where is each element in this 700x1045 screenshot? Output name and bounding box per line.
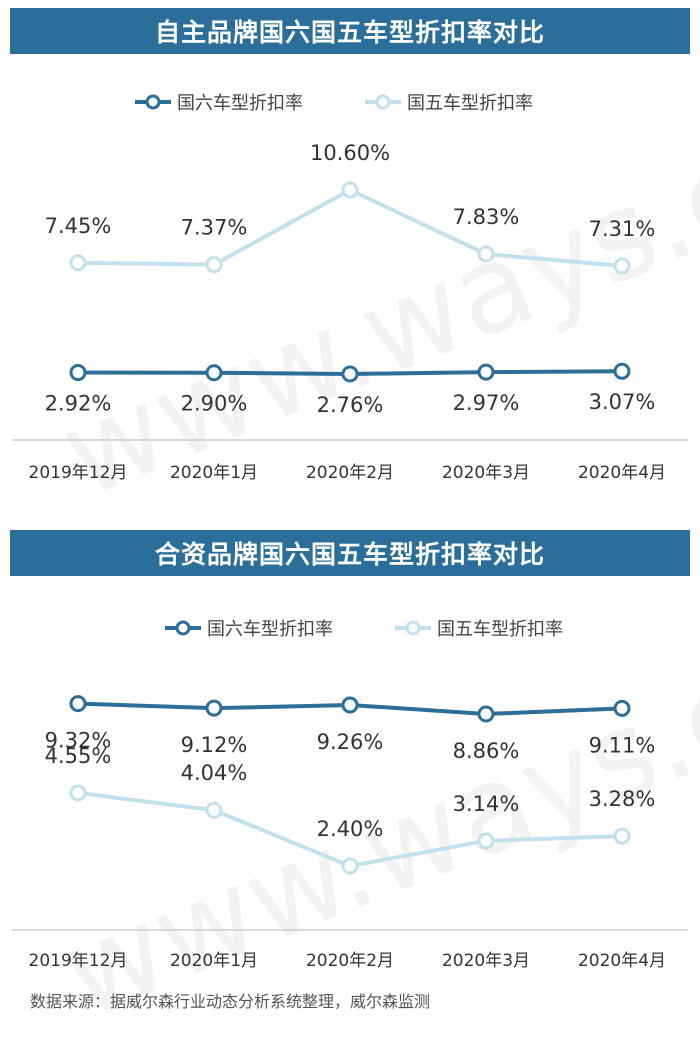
x-tick-label: 2020年4月 bbox=[578, 951, 666, 971]
data-label: 2.90% bbox=[181, 392, 248, 416]
data-point bbox=[613, 362, 631, 380]
data-label: 9.26% bbox=[317, 730, 384, 754]
data-point bbox=[69, 695, 87, 713]
legend-marker bbox=[375, 94, 391, 110]
data-point bbox=[613, 699, 631, 717]
legend-marker bbox=[145, 94, 161, 110]
x-tick-label: 2020年1月 bbox=[170, 463, 258, 483]
data-label: 4.55% bbox=[45, 744, 112, 768]
data-label: 9.12% bbox=[181, 733, 248, 757]
legend-label: 国五车型折扣率 bbox=[407, 93, 533, 114]
data-label: 10.60% bbox=[310, 141, 390, 165]
data-label: 2.40% bbox=[317, 817, 384, 841]
data-label: 3.07% bbox=[589, 390, 656, 414]
data-label: 7.31% bbox=[589, 217, 656, 241]
chart-2: 国六车型折扣率 国五车型折扣率 2019年12月 2020年1月 2020年2月 2020… bbox=[12, 619, 688, 971]
data-point bbox=[341, 857, 359, 875]
legend-label: 国六车型折扣率 bbox=[207, 619, 333, 640]
data-label: 9.11% bbox=[589, 733, 656, 757]
data-label: 9.32% bbox=[45, 729, 112, 753]
data-label: 7.83% bbox=[453, 205, 520, 229]
data-point bbox=[341, 181, 359, 199]
x-tick-label: 2020年4月 bbox=[578, 463, 666, 483]
data-label: 4.04% bbox=[181, 761, 248, 785]
x-tick-label: 2020年2月 bbox=[306, 951, 394, 971]
legend-item: 国六车型折扣率 bbox=[165, 619, 333, 640]
x-tick-label: 2019年12月 bbox=[29, 951, 128, 971]
legend-label: 国六车型折扣率 bbox=[177, 93, 303, 114]
data-point bbox=[205, 256, 223, 274]
x-tick-label: 2020年1月 bbox=[170, 951, 258, 971]
legend-item: 国五车型折扣率 bbox=[365, 93, 533, 114]
data-point bbox=[613, 827, 631, 845]
data-label: 7.37% bbox=[181, 216, 248, 240]
legend-item: 国六车型折扣率 bbox=[135, 93, 303, 114]
x-tick-label: 2020年3月 bbox=[442, 463, 530, 483]
x-tick-label: 2020年2月 bbox=[306, 463, 394, 483]
data-label: 7.45% bbox=[45, 214, 112, 238]
legend-marker bbox=[405, 620, 421, 636]
x-tick-label: 2019年12月 bbox=[29, 463, 128, 483]
data-point bbox=[69, 784, 87, 802]
legend-item: 国五车型折扣率 bbox=[395, 619, 563, 640]
data-label: 2.92% bbox=[45, 392, 112, 416]
data-label: 2.97% bbox=[453, 391, 520, 415]
data-point bbox=[205, 364, 223, 382]
data-point bbox=[477, 832, 495, 850]
series-line bbox=[77, 187, 623, 268]
data-point bbox=[205, 699, 223, 717]
data-label: 3.14% bbox=[453, 792, 520, 816]
chart-1: 国六车型折扣率 国五车型折扣率 2019年12月 2020年1月 2020年2月 2020… bbox=[12, 93, 688, 483]
legend-label: 国五车型折扣率 bbox=[437, 619, 563, 640]
chart-title-banner: 自主品牌国六国五车型折扣率对比 bbox=[10, 8, 690, 54]
data-point bbox=[69, 254, 87, 272]
data-point bbox=[341, 365, 359, 383]
data-point bbox=[69, 364, 87, 382]
data-point bbox=[477, 245, 495, 263]
source-note: 数据来源：据威尔森行业动态分析系统整理，威尔森监测 bbox=[30, 992, 431, 1011]
data-label: 8.86% bbox=[453, 739, 520, 763]
legend-marker bbox=[175, 620, 191, 636]
data-point bbox=[341, 696, 359, 714]
data-label: 2.76% bbox=[317, 393, 384, 417]
data-point bbox=[477, 363, 495, 381]
data-point bbox=[477, 705, 495, 723]
data-label: 3.28% bbox=[589, 787, 656, 811]
data-point bbox=[613, 257, 631, 275]
chart-title-banner: 合资品牌国六国五车型折扣率对比 bbox=[10, 530, 690, 576]
x-tick-label: 2020年3月 bbox=[442, 951, 530, 971]
data-point bbox=[205, 801, 223, 819]
